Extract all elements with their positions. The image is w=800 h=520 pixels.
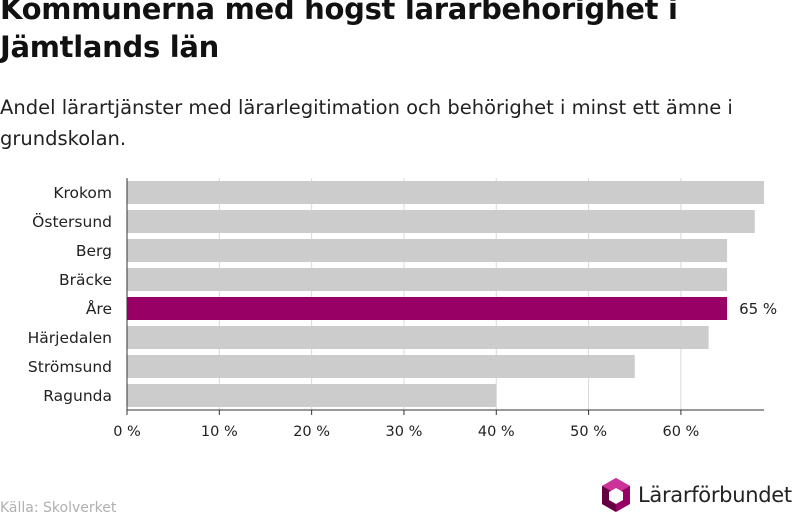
axis-layer: 0 % 10 % 20 % 30 % 40 % 50 % 60 % <box>113 178 764 440</box>
x-tick-label: 20 % <box>293 424 330 440</box>
source-note: Källa: Skolverket <box>0 500 117 516</box>
category-label: Krokom <box>53 184 112 202</box>
x-tick-label: 30 % <box>386 424 423 440</box>
x-tick-label: 60 % <box>662 424 699 440</box>
brand-logo: Lärarförbundet <box>600 476 792 514</box>
x-tick-label: 40 % <box>478 424 515 440</box>
category-label: Strömsund <box>28 358 112 376</box>
bar-chart: Krokom Östersund Berg Bräcke Åre 65 % Härjedal… <box>28 178 778 440</box>
bar-layer <box>127 181 764 407</box>
hexagon-logo-icon <box>602 478 630 512</box>
category-label: Härjedalen <box>28 329 112 347</box>
bar-ragunda <box>127 384 497 407</box>
logo-text: Lärarförbundet <box>638 483 792 507</box>
x-tick-label: 10 % <box>201 424 238 440</box>
bar-berg <box>127 239 728 262</box>
x-tick-label: 50 % <box>570 424 607 440</box>
chart-subtitle: Andel lärartjänster med lärarlegitimatio… <box>0 96 733 150</box>
bar-bräcke <box>127 268 728 291</box>
category-label: Bräcke <box>59 271 112 289</box>
label-layer: Krokom Östersund Berg Bräcke Åre 65 % Härjedal… <box>28 184 778 405</box>
category-label: Östersund <box>32 212 112 231</box>
data-label: 65 % <box>739 300 777 318</box>
bar-krokom <box>127 181 764 204</box>
category-label: Berg <box>76 242 112 260</box>
bar-åre <box>127 297 728 320</box>
bar-östersund <box>127 210 755 233</box>
x-tick-label: 0 % <box>113 424 141 440</box>
category-label: Åre <box>86 299 112 318</box>
chart-title: Kommunerna med högst lärarbehörighet i J… <box>0 0 678 64</box>
bar-härjedalen <box>127 326 709 349</box>
bar-strömsund <box>127 355 635 378</box>
category-label: Ragunda <box>43 387 112 405</box>
